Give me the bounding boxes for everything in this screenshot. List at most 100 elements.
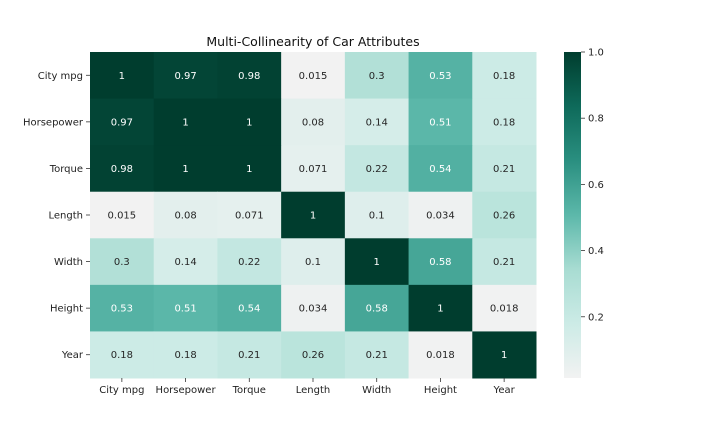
colorbar-tick-label: 0.8 (588, 114, 604, 125)
cell-value-label: 0.58 (366, 304, 388, 315)
heatmap-cell (281, 284, 346, 332)
cell-value-label: 0.1 (369, 211, 385, 222)
y-tick-label: Year (61, 350, 84, 361)
cell-value-label: 0.071 (235, 211, 264, 222)
heatmap-cell (153, 191, 218, 239)
cell-value-label: 0.53 (429, 71, 451, 82)
cell-value-label: 0.071 (299, 164, 328, 175)
heatmap-cell (408, 191, 473, 239)
cell-value-label: 0.21 (493, 164, 515, 175)
colorbar-tick-label: 0.6 (588, 180, 604, 191)
x-axis-tick-labels: City mpg Horsepower Torque Length Width Heigh… (99, 378, 516, 396)
heatmap-cell (408, 52, 473, 100)
x-tick-label: Horsepower (156, 385, 217, 396)
heatmap-cell (472, 284, 537, 332)
cell-value-label: 1 (501, 350, 507, 361)
x-tick-label: Length (296, 385, 331, 396)
heatmap-cell (153, 145, 218, 193)
cell-value-label: 0.1 (305, 257, 321, 268)
cell-value-label: 0.08 (174, 211, 196, 222)
heatmap-cell (281, 145, 346, 193)
cell-value-label: 0.53 (111, 304, 133, 315)
cell-value-label: 1 (374, 257, 380, 268)
cell-value-label: 0.018 (490, 304, 519, 315)
heatmap-cell (408, 98, 473, 146)
heatmap-cell (90, 52, 155, 100)
cell-value-label: 1 (437, 304, 443, 315)
heatmap-cell (153, 238, 218, 286)
heatmap-cell (281, 191, 346, 239)
heatmap-cell (217, 52, 282, 100)
heatmap-cell (344, 98, 410, 146)
y-tick-label: Horsepower (23, 117, 84, 128)
cell-value-label: 0.21 (366, 350, 388, 361)
cell-value-label: 0.22 (238, 257, 260, 268)
heatmap-cell (281, 52, 346, 100)
cell-value-label: 0.14 (174, 257, 196, 268)
heatmap-cells: 1 0.97 0.98 0.015 0.3 0.53 0.18 0.97 1 1 0.08 0.14 0… (90, 52, 537, 379)
heatmap-cell (344, 331, 410, 379)
cell-value-label: 0.018 (426, 350, 455, 361)
heatmap-cell (90, 238, 155, 286)
y-tick-label: Length (49, 211, 84, 222)
colorbar-tick-label: 1.0 (588, 48, 604, 59)
heatmap-cell (281, 238, 346, 286)
heatmap-cell (472, 52, 537, 100)
heatmap-cell (153, 331, 218, 379)
heatmap-cell (344, 238, 410, 286)
heatmap-cell (90, 145, 155, 193)
cell-value-label: 0.18 (111, 350, 133, 361)
cell-value-label: 0.18 (493, 71, 515, 82)
x-tick-label: Width (362, 385, 391, 396)
chart-title: Multi-Collinearity of Car Attributes (206, 34, 419, 49)
y-tick-label: Torque (49, 164, 83, 175)
cell-value-label: 0.21 (493, 257, 515, 268)
heatmap-cell (344, 284, 410, 332)
heatmap-cell (408, 331, 473, 379)
y-axis-tick-labels: City mpg Horsepower Torque Length Width Heigh… (23, 71, 90, 361)
cell-value-label: 0.015 (108, 211, 137, 222)
heatmap-cell (281, 331, 346, 379)
heatmap-cell (217, 238, 282, 286)
cell-value-label: 0.015 (299, 71, 328, 82)
heatmap-cell (217, 145, 282, 193)
cell-value-label: 0.14 (366, 117, 388, 128)
x-tick-label: Year (493, 385, 516, 396)
cell-value-label: 1 (182, 117, 188, 128)
cell-value-label: 0.51 (429, 117, 451, 128)
cell-value-label: 0.08 (302, 117, 324, 128)
heatmap-cell (408, 145, 473, 193)
heatmap-cell (408, 238, 473, 286)
heatmap-cell (344, 52, 410, 100)
cell-value-label: 0.3 (114, 257, 130, 268)
heatmap-cell (90, 331, 155, 379)
heatmap-cell (153, 52, 218, 100)
x-tick-label: Height (424, 385, 457, 396)
cell-value-label: 0.97 (174, 71, 196, 82)
heatmap-cell (217, 331, 282, 379)
cell-value-label: 0.98 (238, 71, 260, 82)
cell-value-label: 0.18 (174, 350, 196, 361)
heatmap-cell (408, 284, 473, 332)
colorbar: 0.2 0.4 0.6 0.8 1.0 (564, 48, 604, 378)
cell-value-label: 1 (246, 164, 252, 175)
heatmap-cell (344, 191, 410, 239)
x-tick-label: Torque (232, 385, 266, 396)
heatmap-cell (472, 191, 537, 239)
y-tick-label: Width (54, 257, 83, 268)
heatmap-cell (472, 238, 537, 286)
heatmap-cell (153, 98, 218, 146)
cell-value-label: 0.034 (426, 211, 455, 222)
cell-value-label: 0.58 (429, 257, 451, 268)
heatmap-cell (472, 145, 537, 193)
cell-value-label: 0.22 (366, 164, 388, 175)
cell-value-label: 0.21 (238, 350, 260, 361)
colorbar-gradient (564, 52, 581, 378)
y-tick-label: Height (50, 304, 83, 315)
cell-value-label: 0.18 (493, 117, 515, 128)
heatmap-cell (90, 98, 155, 146)
colorbar-ticks: 0.2 0.4 0.6 0.8 1.0 (581, 48, 604, 323)
heatmap-cell (472, 98, 537, 146)
heatmap-cell (472, 331, 537, 379)
